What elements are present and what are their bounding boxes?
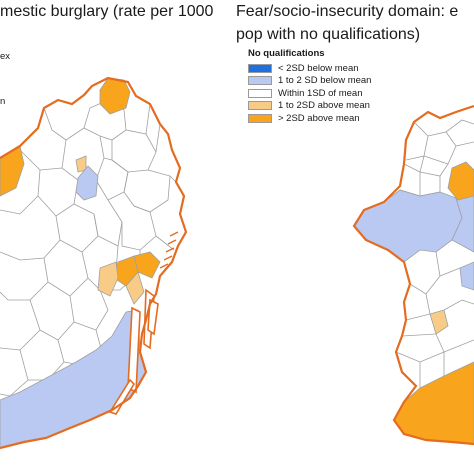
legend-swatch-1-2sd-above [248,101,272,111]
legend-item-within-1sd: Within 1SD of mean [248,87,371,100]
left-district-orange-center-2 [133,251,161,279]
right-map-legend: No qualifications < 2SD below mean 1 to … [248,48,371,125]
legend-label-1-2sd-above: 1 to 2SD above mean [278,100,370,112]
right-map [352,104,474,446]
legend-swatch-above-2sd [248,113,272,123]
legend-label-above-2sd: > 2SD above mean [278,112,360,124]
legend-label-within-1sd: Within 1SD of mean [278,87,363,99]
right-map-city-border [352,104,474,446]
right-map-title: Fear/socio-insecurity domain: e pop with… [236,0,458,46]
right-district-orange-north [447,161,474,201]
legend-item-below-2sd: < 2SD below mean [248,62,371,75]
legend-label-1-2sd-below: 1 to 2 SD below mean [278,75,372,87]
left-legend-fragment-1: ex [0,51,11,62]
left-district-orange-north [99,77,131,115]
legend-swatch-within-1sd [248,88,272,98]
right-map-title-line2: pop with no qualifications) [236,26,421,43]
left-map-title-line1: mestic burglary (rate per 1000 [0,3,214,20]
legend-heading: No qualifications [248,48,325,59]
left-district-light-orange-2 [125,271,145,305]
legend-item-1-2sd-above: 1 to 2SD above mean [248,100,371,113]
right-map-title-line1: Fear/socio-insecurity domain: e [236,3,459,20]
left-map-city-border [0,76,188,450]
right-district-light-blue-east [459,261,474,291]
left-map-title: mestic burglary (rate per 1000 [0,0,213,23]
legend-swatch-1-2sd-below [248,76,272,86]
left-district-light-orange-1 [97,261,119,297]
left-coast-hatch [159,231,179,269]
legend-item-1-2sd-below: 1 to 2 SD below mean [248,75,371,88]
left-map [0,76,188,450]
left-legend-fragment-2: n [0,96,6,107]
legend-label-below-2sd: < 2SD below mean [278,62,359,74]
right-district-light-orange [429,309,449,335]
legend-swatch-below-2sd [248,63,272,73]
legend-item-above-2sd: > 2SD above mean [248,112,371,125]
left-district-light-blue-center [75,165,99,201]
right-district-lines [395,119,474,388]
